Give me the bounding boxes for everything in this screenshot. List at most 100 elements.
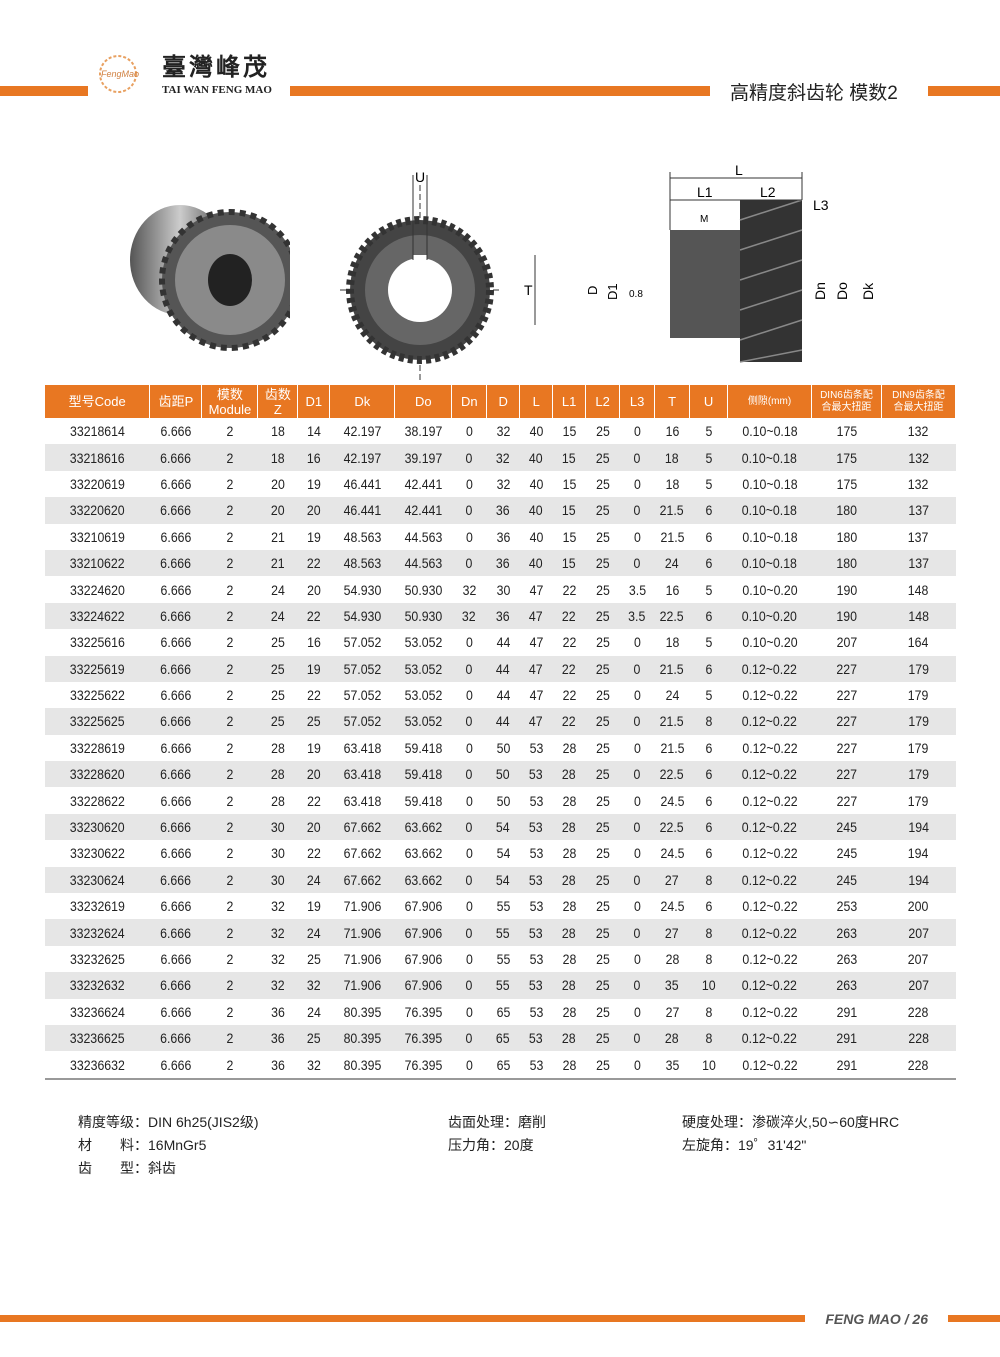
cell-value: 0.10~0.20	[741, 581, 798, 598]
table-cell: 6.666	[153, 735, 199, 761]
table-cell: 8	[689, 919, 728, 946]
table-cell: 25	[300, 946, 328, 972]
table-cell: 245	[816, 840, 878, 866]
table-cell: 33225619	[45, 655, 150, 682]
table-cell: 6.666	[153, 629, 199, 655]
table-cell: 2	[201, 497, 258, 524]
cell-value: 28	[562, 871, 577, 888]
table-cell: 46.441	[334, 471, 391, 497]
cell-value: 65	[496, 1056, 511, 1073]
table-cell: 28	[552, 972, 586, 999]
table-cell: 28	[555, 893, 584, 919]
cell-value: 21	[271, 555, 285, 572]
table-cell: 53.052	[398, 629, 448, 655]
cell-value: 245	[836, 871, 857, 888]
table-cell: 18	[654, 444, 690, 471]
cell-value: 0	[465, 423, 473, 440]
table-cell: 25	[585, 444, 620, 471]
table-cell: 179	[881, 655, 956, 682]
footer-bar-right	[948, 1315, 1000, 1322]
cell-value: 27	[665, 871, 679, 888]
table-cell: 33232619	[51, 893, 143, 919]
table-cell: 67.662	[334, 840, 391, 866]
dim-M: M	[700, 214, 708, 225]
cell-value: 54.930	[343, 581, 382, 598]
table-cell: 0	[622, 999, 653, 1025]
cell-value: 54.930	[343, 607, 382, 624]
table-row: 33225619 6.666 2 25 19 57.052 53.052 0 44 47 22 25 0…	[45, 655, 956, 682]
cell-value: 0	[465, 660, 473, 677]
cell-value: 22	[306, 845, 321, 862]
table-cell: 76.395	[398, 999, 448, 1025]
table-cell: 0	[454, 471, 485, 497]
cell-value: 21	[271, 528, 285, 545]
table-cell: 10	[689, 972, 728, 999]
table-cell: 6.666	[153, 999, 199, 1025]
cell-value: 30	[271, 819, 285, 836]
table-cell: 47	[522, 576, 551, 602]
cell-value: 6.666	[160, 1056, 192, 1073]
table-cell: 6.666	[149, 919, 202, 946]
table-cell: 53	[522, 893, 551, 919]
cell-value: 33236625	[70, 1030, 125, 1047]
cell-value: 33232632	[70, 977, 125, 994]
cell-value: 50.930	[404, 607, 443, 624]
cell-value: 0.12~0.22	[741, 951, 798, 967]
table-cell: 32	[257, 972, 298, 999]
table-cell: 0.12~0.22	[727, 972, 812, 999]
cell-value: 0	[465, 555, 473, 572]
logo-icon: FengMao	[99, 55, 139, 93]
table-cell: 194	[881, 813, 956, 841]
table-cell: 200	[886, 893, 951, 919]
table-cell: 36	[486, 497, 520, 524]
cell-value: 32	[271, 898, 285, 915]
cell-value: 63.418	[343, 766, 382, 783]
table-cell: 0.10~0.18	[727, 497, 812, 524]
cell-value: 33224620	[70, 581, 125, 598]
cell-value: 15	[562, 449, 577, 466]
cell-value: 0	[633, 555, 641, 572]
cell-value: 16	[665, 581, 679, 598]
cell-value: 25	[306, 951, 321, 967]
cell-value: 6.666	[160, 555, 192, 572]
table-cell: 5	[692, 576, 725, 602]
cell-value: 28	[562, 898, 577, 915]
cell-value: 190	[836, 607, 857, 624]
table-cell: 33218616	[45, 444, 150, 471]
cell-value: 0	[465, 819, 473, 836]
table-cell: 21.5	[654, 708, 690, 735]
cell-value: 44	[496, 687, 511, 704]
cell-value: 15	[562, 528, 577, 545]
cell-value: 53.052	[404, 687, 443, 704]
table-cell: 47	[522, 629, 551, 655]
cell-value: 6	[705, 898, 712, 915]
table-cell: 19	[300, 735, 328, 761]
table-cell: 47	[519, 602, 553, 630]
table-cell: 25	[260, 682, 295, 708]
cell-value: 137	[908, 555, 929, 572]
cell-value: 76.395	[404, 1030, 443, 1047]
cell-value: 44.563	[404, 555, 443, 572]
table-cell: 53	[519, 866, 553, 894]
table-cell: 44.563	[398, 524, 448, 550]
table-cell: 33225625	[45, 708, 150, 735]
roughness-label: 0.8	[629, 289, 643, 300]
table-cell: 36	[489, 524, 518, 550]
cell-value: 2	[226, 423, 234, 440]
table-cell: 28	[552, 919, 586, 946]
table-cell: 194	[886, 840, 951, 866]
table-cell: 59.418	[394, 761, 452, 788]
cell-value: 27	[665, 924, 679, 941]
table-cell: 57.052	[329, 655, 395, 682]
table-cell: 33225616	[51, 629, 143, 655]
cell-value: 10	[701, 1056, 716, 1073]
cell-value: 0.12~0.22	[741, 1003, 798, 1020]
table-cell: 33236625	[45, 1024, 150, 1052]
table-cell: 35	[654, 972, 690, 999]
cell-value: 2	[226, 898, 234, 915]
cell-value: 0	[465, 766, 473, 783]
cell-value: 36	[271, 1056, 285, 1073]
cell-value: 25	[595, 1056, 610, 1073]
cell-value: 24.5	[660, 792, 685, 809]
table-cell: 0	[451, 919, 487, 946]
